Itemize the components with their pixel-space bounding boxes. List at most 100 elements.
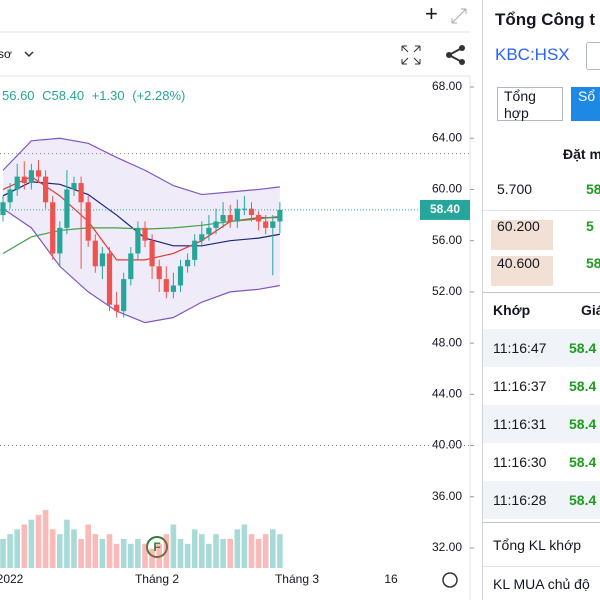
- order-price: 5: [586, 218, 594, 234]
- fullscreen-button[interactable]: [451, 8, 467, 24]
- candle-body: [85, 202, 91, 241]
- dropdown-arrow[interactable]: [24, 51, 34, 58]
- volume-bar: [35, 514, 42, 568]
- expand-button[interactable]: [401, 45, 421, 65]
- x-tick-label: 2022: [0, 572, 24, 586]
- volume-bar: [184, 543, 191, 568]
- add-button[interactable]: +: [425, 1, 438, 26]
- volume-bar: [177, 539, 184, 568]
- candle-body: [241, 208, 247, 210]
- trade-price: 58.4: [569, 340, 597, 356]
- volume-bar: [262, 534, 269, 568]
- volume-bar: [57, 534, 63, 568]
- divider: [483, 292, 600, 293]
- candle-body: [206, 227, 212, 235]
- y-tick-label: 60.00: [432, 182, 462, 196]
- footer-label: KL MUA chủ độ: [493, 576, 590, 592]
- volume-bar: [0, 539, 6, 568]
- trade-time: 11:16:31: [493, 416, 547, 432]
- row-bg: [483, 481, 600, 519]
- volume-bar: [220, 539, 226, 568]
- volume-bar: [248, 534, 255, 568]
- candle-body: [185, 259, 191, 267]
- x-tick-label: Tháng 3: [275, 572, 319, 586]
- row-bg: [483, 405, 600, 443]
- toolbar-label[interactable]: sơ: [0, 47, 12, 61]
- edit-button[interactable]: [586, 42, 600, 70]
- candle-body: [35, 170, 42, 177]
- side-panel: Tổng Công t KBC:HSX Tổng hợp Sổ lện Đặt …: [482, 0, 600, 600]
- volume-bar: [85, 524, 91, 568]
- candle-body: [28, 170, 34, 184]
- volume-bar: [270, 529, 276, 568]
- symbol[interactable]: KBC:HSX: [495, 45, 570, 64]
- last-price-tag: [420, 199, 470, 220]
- footer-label: Tổng KL khớp: [493, 537, 582, 553]
- candle-body: [149, 240, 155, 267]
- trades-header: Khớp: [493, 302, 531, 318]
- legend-close: C58.40: [42, 88, 84, 103]
- order-price: 58: [586, 255, 600, 271]
- candle-body: [71, 183, 77, 190]
- volume-bar: [64, 519, 70, 568]
- tab[interactable]: Tổng hợp: [497, 87, 563, 121]
- order-highlight: [491, 256, 553, 286]
- event-marker[interactable]: [146, 536, 168, 558]
- volume-bar: [92, 534, 99, 568]
- candle-body: [213, 221, 219, 228]
- volume-bar: [78, 539, 84, 568]
- trades-header: Giá: [581, 302, 600, 318]
- trade-time: 11:16:37: [493, 378, 547, 394]
- order-volume: 40.600: [497, 255, 540, 271]
- order-header: Đặt m: [563, 146, 600, 162]
- company-title: Tổng Công t: [495, 10, 596, 29]
- candle-body: [256, 215, 262, 222]
- settings-button[interactable]: [442, 572, 458, 588]
- y-tick-label: 52.00: [432, 284, 462, 298]
- candle-body: [163, 279, 169, 292]
- last-price-label: 58.40: [430, 202, 460, 216]
- volume-bar: [71, 529, 77, 568]
- order-highlight: [491, 220, 553, 250]
- share-button[interactable]: [446, 45, 465, 65]
- candle-body: [220, 215, 226, 222]
- candle-body: [156, 266, 162, 280]
- volume-bar: [14, 529, 20, 568]
- volume-bar: [149, 548, 155, 568]
- divider: [483, 566, 600, 567]
- y-tick-label: 44.00: [432, 387, 462, 401]
- candle-body: [128, 253, 134, 280]
- candle-body: [50, 202, 56, 254]
- volume-bar: [255, 539, 262, 568]
- y-tick-label: 48.00: [432, 335, 462, 349]
- candle-body: [121, 279, 127, 312]
- candle-body: [57, 227, 63, 254]
- candle-body: [64, 189, 70, 228]
- tab-active[interactable]: Sổ lện: [571, 87, 600, 121]
- divider: [483, 210, 600, 211]
- order-volume: 60.200: [497, 218, 540, 234]
- volume-bar: [42, 510, 49, 568]
- candle-body: [92, 240, 98, 267]
- y-tick-label: 56.00: [432, 233, 462, 247]
- volume-bar: [106, 534, 113, 568]
- volume-bar: [21, 524, 28, 568]
- chart: + sơ 56.60 C58.40 +1.30 (+2.28%) F 68.00…: [0, 1, 474, 600]
- candle-body: [277, 209, 283, 222]
- volume-bar: [241, 524, 248, 568]
- row-bg: [483, 329, 600, 367]
- volume-bar: [128, 543, 134, 568]
- volume-bar: [227, 539, 233, 568]
- candle-body: [0, 202, 6, 216]
- volume-bar: [213, 534, 219, 568]
- event-marker-label: F: [153, 540, 160, 554]
- legend-change: +1.30: [92, 88, 125, 103]
- candle-body: [14, 176, 20, 190]
- trade-price: 58.4: [569, 454, 597, 470]
- volume-bar: [142, 543, 148, 568]
- y-tick-label: 40.00: [432, 438, 462, 452]
- candle-body: [270, 221, 276, 228]
- candle-body: [199, 234, 205, 241]
- volume-bar: [99, 539, 106, 568]
- trade-price: 58.4: [569, 416, 597, 432]
